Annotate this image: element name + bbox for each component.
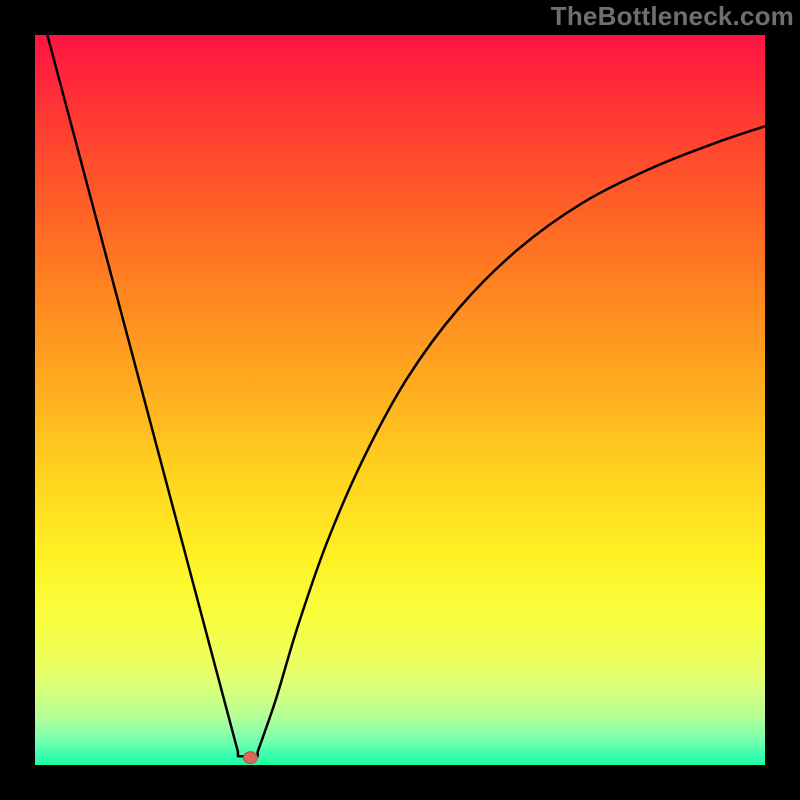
watermark-text: TheBottleneck.com <box>551 1 794 32</box>
minimum-marker <box>243 752 257 764</box>
chart-svg <box>0 0 800 800</box>
chart-container: TheBottleneck.com <box>0 0 800 800</box>
